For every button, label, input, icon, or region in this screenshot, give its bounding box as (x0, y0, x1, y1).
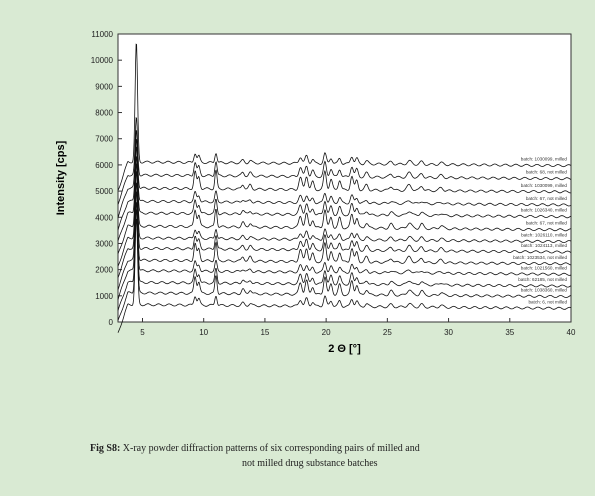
y-tick-label: 5000 (95, 187, 113, 196)
y-tick-label: 6000 (95, 161, 113, 170)
x-tick-label: 10 (199, 328, 208, 337)
axes: 0 1000 2000 3000 4000 5000 6000 7000 8000 9000 100… (91, 30, 576, 337)
x-tick-label: 40 (567, 328, 576, 337)
series-label: batch: 1021560, milled (521, 265, 568, 270)
y-axis-label: Intensity [cps] (55, 140, 67, 215)
series-label: batch: 1026110, milled (521, 233, 567, 238)
x-tick-label: 20 (322, 328, 331, 337)
series-label: batch: 1026340, milled (521, 208, 568, 213)
series-line (117, 209, 572, 321)
series-line (117, 182, 571, 290)
y-tick-label: 9000 (95, 82, 113, 91)
figure-caption: Fig S8: X-ray powder diffraction pattern… (60, 441, 540, 471)
series-label: batch: 1030099, milled (521, 157, 568, 162)
y-tick-label: 3000 (95, 239, 113, 248)
plot-area (117, 33, 572, 323)
series-line (117, 117, 572, 205)
series-line (117, 146, 572, 242)
series-line (117, 129, 571, 218)
series-label: batch: 1023534, not milled (513, 255, 567, 260)
traces (117, 43, 572, 333)
series-line (117, 202, 572, 311)
series-line (117, 43, 572, 191)
y-tick-label: 0 (109, 318, 114, 327)
caption-line-2: not milled drug substance batches (60, 456, 540, 471)
series-label: batch: 1038360, milled (521, 288, 568, 293)
series-label: batch: 6, not milled (528, 299, 567, 304)
y-tick-label: 8000 (95, 109, 113, 118)
caption-text-2: not milled drug substance batches (242, 458, 378, 469)
series-label: batch: 67, not milled (526, 221, 568, 226)
caption-label: Fig S8: (90, 443, 121, 454)
series-label: batch: 67, not milled (526, 196, 568, 201)
x-tick-label: 30 (444, 328, 453, 337)
series-label: batch: 1030099, milled (521, 183, 568, 188)
series-labels: batch: 1030099, milled batch: 68, not mil… (513, 157, 567, 305)
series-line (117, 138, 572, 231)
x-axis-label: 2 Θ [°] (328, 343, 361, 355)
xrd-chart: 0 1000 2000 3000 4000 5000 6000 7000 8000 9000 100… (55, 30, 576, 355)
y-tick-label: 11000 (91, 30, 113, 39)
series-line (117, 218, 572, 333)
x-tick-label: 15 (260, 328, 269, 337)
chart-svg: 0 1000 2000 3000 4000 5000 6000 7000 8000 9000 100… (55, 30, 576, 355)
y-tick-label: 7000 (95, 135, 113, 144)
series-label: batch: 1024113, milled (521, 243, 567, 248)
y-tick-label: 10000 (91, 56, 114, 65)
y-tick-label: 2000 (95, 266, 113, 275)
x-tick-label: 5 (140, 328, 145, 337)
x-tick-label: 35 (505, 328, 514, 337)
caption-text-1: X-ray powder diffraction patterns of six… (122, 443, 420, 454)
y-tick-label: 1000 (95, 292, 113, 301)
series-label: batch: 62185, not milled (518, 277, 567, 282)
series-label: batch: 68, not milled (526, 170, 568, 175)
x-tick-label: 25 (383, 328, 392, 337)
series-line (117, 156, 571, 254)
series-line (117, 191, 572, 300)
y-tick-label: 4000 (95, 213, 113, 222)
series-line (117, 170, 572, 278)
caption-line-1: Fig S8: X-ray powder diffraction pattern… (60, 441, 540, 456)
series-line (117, 163, 572, 267)
